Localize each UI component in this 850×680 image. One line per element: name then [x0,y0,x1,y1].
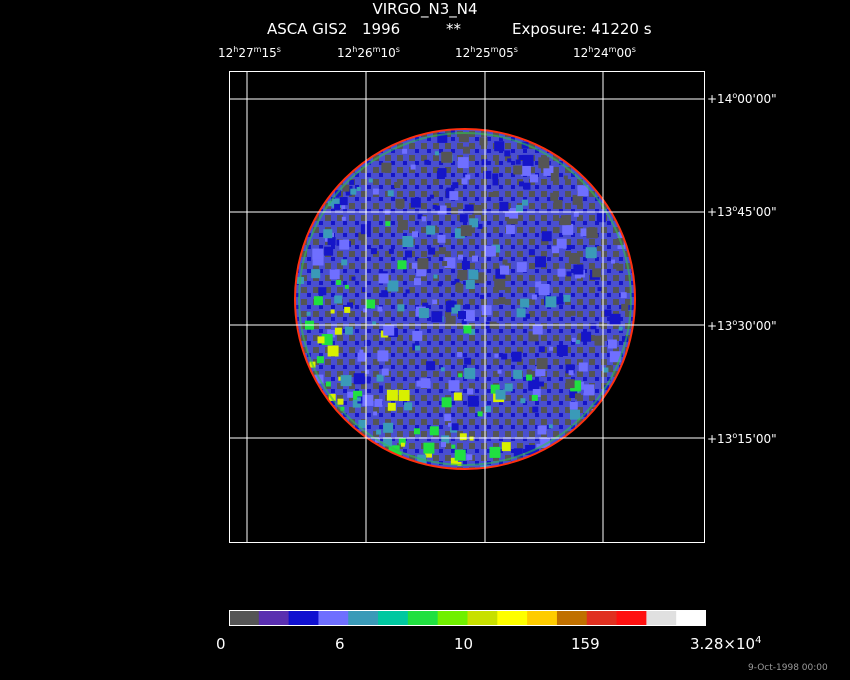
colorbar-swatch [497,610,528,626]
colorbar-tick-10: 10 [454,635,474,653]
image-title: VIRGO_N3_N4 [372,0,478,18]
colorbar-tick-0: 0 [216,635,226,653]
colorbar-swatch [348,610,379,626]
instrument-label: ASCA GIS2 [267,20,348,38]
colorbar-swatch [229,610,260,626]
stars-label: ** [446,20,461,38]
colorbar-tick-max: 3.28×104 [690,635,762,653]
year-label: 1996 [362,20,401,38]
dec-label-4: +13o15'00" [707,431,777,446]
coordinate-grid [229,71,705,543]
exposure-label: Exposure: 41220 s [512,20,652,38]
ra-label-2: 12h26m10s [337,45,400,60]
colorbar-swatch [676,610,706,626]
colorbar-swatch [467,610,498,626]
colorbar-swatch [616,610,647,626]
ra-label-1: 12h27m15s [218,45,281,60]
colorbar-tick-6: 6 [335,635,345,653]
colorbar-swatch [378,610,409,626]
dec-label-1: +14o00'00" [707,91,777,106]
ra-label-3: 12h25m05s [455,45,518,60]
detector-disk [295,129,635,469]
colorbar-swatch [407,610,439,626]
plot-frame [229,71,705,543]
disk-edge [294,128,636,470]
dec-label-3: +13o30'00" [707,318,777,333]
dec-label-2: +13o45'00" [707,204,777,219]
colorbar [229,610,706,626]
xray-image-plot [229,71,705,543]
colorbar-swatch [437,610,468,626]
timestamp: 9-Oct-1998 00:00 [748,663,828,673]
colorbar-swatch [318,610,349,626]
ra-label-4: 12h24m00s [573,45,636,60]
colorbar-swatch [527,610,558,626]
colorbar-swatch [288,610,319,626]
colorbar-swatch [586,610,618,626]
colorbar-swatch [258,610,290,626]
colorbar-swatch [646,610,677,626]
colorbar-swatch [556,610,588,626]
colorbar-tick-159: 159 [571,635,600,653]
